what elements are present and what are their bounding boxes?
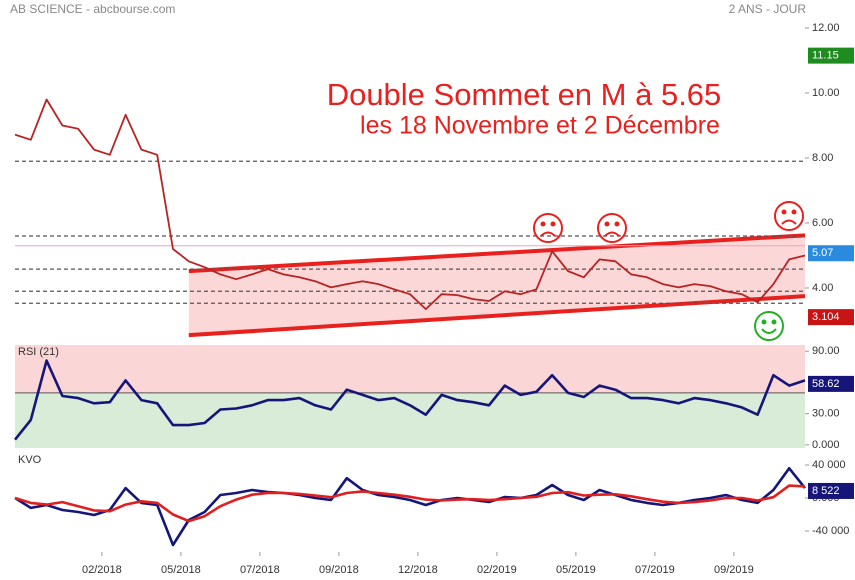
series-line (14, 98, 806, 310)
value-marker (808, 375, 854, 392)
y-tick-label: 12.00 (812, 22, 840, 34)
happy-face (754, 311, 784, 341)
header-right: 2 ANS - JOUR (729, 2, 807, 16)
zone-upper (15, 345, 805, 393)
annotation: les 18 Novembre et 2 Décembre (360, 112, 720, 140)
value-marker (808, 47, 854, 64)
x-tick-label: 05/2018 (161, 564, 201, 576)
y-tick-label: 0.000 (812, 439, 840, 451)
series-line (13, 359, 806, 441)
sad-face (774, 201, 804, 231)
annotation: Double Sommet en M à 5.65 (327, 77, 722, 112)
value-marker (808, 245, 854, 262)
y-tick-label: 90.00 (812, 345, 840, 357)
y-tick-label: 4.00 (812, 282, 833, 294)
x-tick-label: 07/2019 (635, 564, 675, 576)
smileys (533, 201, 804, 341)
y-tick-label: 30.00 (812, 408, 840, 420)
sad-face (597, 213, 627, 243)
x-tick-label: 12/2018 (398, 564, 438, 576)
value-marker (808, 482, 854, 499)
x-tick-label: 05/2019 (556, 564, 596, 576)
y-tick-label: 6.00 (812, 217, 833, 229)
value-marker-label: 11.15 (812, 50, 839, 62)
x-tick-label: 09/2019 (714, 564, 754, 576)
y-tick-label: 8.00 (812, 152, 833, 164)
channel-upper (188, 233, 806, 274)
header-left: AB SCIENCE - abcbourse.com (10, 2, 175, 16)
x-tick-label: 09/2018 (319, 564, 359, 576)
value-marker-label: 58.62 (812, 378, 840, 390)
series-line (14, 484, 806, 523)
value-marker (808, 309, 854, 326)
channel-fill (188, 235, 806, 336)
panel-title: KVO (18, 454, 42, 466)
value-marker-label: 8 522 (812, 485, 840, 497)
panel-title: RSI (21) (18, 346, 59, 358)
x-tick-label: 07/2018 (240, 564, 280, 576)
value-marker-label: 5.07 (812, 247, 833, 259)
x-tick-label: 02/2019 (477, 564, 517, 576)
y-tick-label: 40 000 (812, 459, 846, 471)
sad-face (533, 213, 563, 243)
x-tick-label: 02/2018 (82, 564, 122, 576)
value-marker-label: 3.104 (812, 311, 840, 323)
y-tick-label: -40 000 (812, 525, 849, 537)
channel-lower (188, 294, 806, 338)
y-tick-label: 10.00 (812, 87, 840, 99)
